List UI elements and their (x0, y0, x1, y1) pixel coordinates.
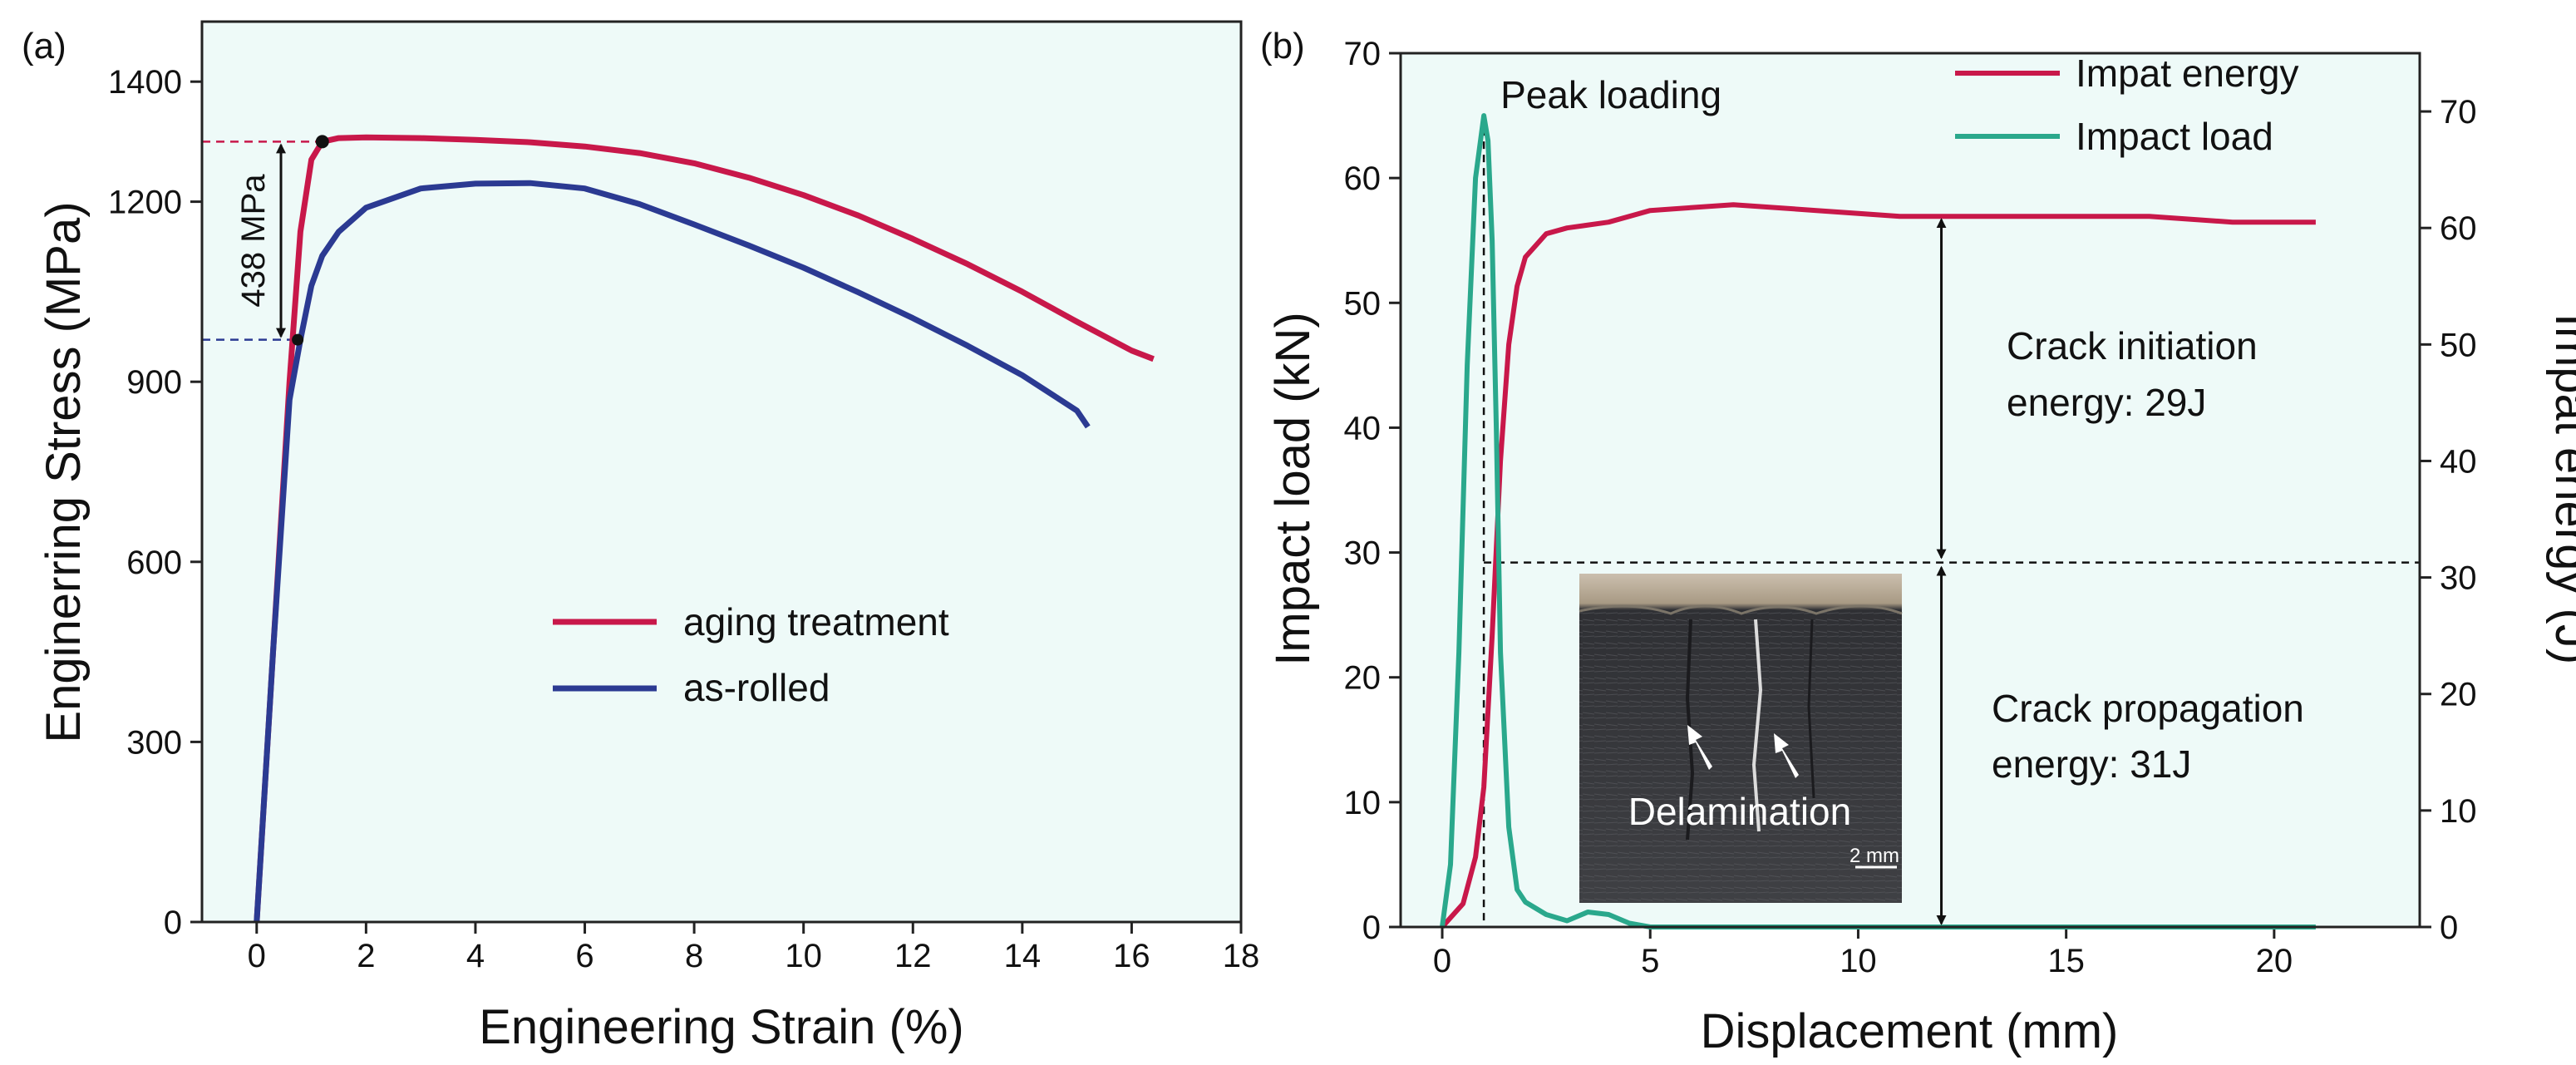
panel-a-x-tick-label: 0 (248, 938, 266, 974)
diff-label: 438 MPa (235, 174, 272, 308)
panel-b-ticks: 0 5 10 15 20 0 10 20 30 40 50 60 70 0 10 20 30 40 50 60 70 (1344, 36, 2477, 979)
panel-a-y-axis-title: Enginerring Stress (MPa) (37, 201, 91, 742)
panel-b-frame (1399, 52, 2421, 929)
aging-yield-marker (315, 135, 329, 149)
panel-a-annotations (276, 135, 329, 346)
panel-b-y-right-tick-label: 0 (2440, 910, 2458, 946)
panel-a-frame (200, 20, 1243, 924)
panel-b-y-tick-label: 50 (1344, 285, 1382, 322)
panel-b-x-tick-label: 20 (2256, 943, 2293, 979)
panel-b-y-axis-title: Impact load (kN) (1266, 312, 1320, 665)
panel-a-x-tick-label: 12 (894, 938, 932, 974)
inset-crack-2 (1751, 619, 1763, 832)
panel-b-x-tick-label: 5 (1641, 943, 1659, 979)
panel-b: (b) 0 5 10 15 20 0 10 20 30 40 50 60 70 0 10 20 30 40 50 60… (1260, 26, 2576, 1058)
panel-a-x-tick-label: 4 (466, 938, 485, 974)
panel-b-y-right-tick-label: 20 (2440, 677, 2477, 713)
panel-a-plot-area (202, 22, 1241, 922)
impact-load-line (1440, 113, 2316, 929)
panel-a-y-tick-label: 1200 (108, 185, 182, 221)
panel-b-y-right-tick-label: 10 (2440, 793, 2477, 830)
panel-b-y-tick-label: 30 (1344, 535, 1382, 572)
as-rolled-yield-marker (292, 333, 304, 346)
panel-b-y-axis-title-right: Impat energy (J) (2545, 313, 2576, 664)
inset-photo: Delamination 2 mm (1579, 574, 1903, 903)
panel-b-y-right-tick-label: 40 (2440, 443, 2477, 480)
legend-label-aging: aging treatment (683, 600, 949, 643)
panel-a-x-axis-title: Engineering Strain (%) (479, 1000, 964, 1054)
panel-b-y-tick-label: 10 (1344, 785, 1382, 821)
panel-b-label: (b) (1260, 26, 1305, 67)
legend-label-as-rolled: as-rolled (683, 666, 830, 709)
panel-b-y-right-tick-label: 50 (2440, 327, 2477, 363)
panel-a-y-tick-label: 900 (126, 364, 182, 401)
panel-a: (a) 0 2 4 6 8 10 12 14 16 18 0 300 600 900 1200 1400 43… (22, 20, 1259, 1054)
panel-a-x-tick-label: 14 (1004, 938, 1042, 974)
crack-propagation-line-1: Crack propagation (1992, 687, 2304, 730)
panel-a-x-tick-label: 6 (575, 938, 594, 974)
panel-b-y-tick-label: 60 (1344, 160, 1382, 197)
panel-b-plot-area (1401, 53, 2420, 927)
legend-label-impact-energy: Impat energy (2076, 52, 2298, 95)
panel-a-x-tick-label: 2 (357, 938, 375, 974)
panel-a-y-tick-label: 300 (126, 724, 182, 761)
inset-delamination-label: Delamination (1628, 790, 1851, 833)
panel-b-y-right-tick-label: 70 (2440, 94, 2477, 131)
crack-propagation-line-2: energy: 31J (1992, 742, 2191, 786)
panel-b-legend: Impat energy Impact load (1955, 52, 2298, 158)
panel-b-y-tick-label: 70 (1344, 36, 1382, 72)
aging-treatment-line (254, 134, 1155, 923)
crack-initiation-line-1: Crack initiation (2007, 324, 2258, 367)
crack-initiation-line-2: energy: 29J (2007, 381, 2206, 424)
panel-b-y-tick-label: 0 (1362, 910, 1381, 946)
panel-b-x-tick-label: 0 (1433, 943, 1451, 979)
panel-b-y-tick-label: 20 (1344, 660, 1382, 697)
panel-a-x-tick-label: 8 (685, 938, 703, 974)
panel-a-x-tick-label: 16 (1113, 938, 1150, 974)
panel-a-x-tick-label: 10 (785, 938, 822, 974)
panel-a-ticks: 0 2 4 6 8 10 12 14 16 18 0 300 600 900 1200 1400 (108, 64, 1259, 974)
inset-crack-3 (1807, 619, 1815, 799)
peak-loading-label: Peak loading (1500, 73, 1721, 116)
inset-photo-texture (1579, 611, 1902, 903)
panel-b-x-tick-label: 15 (2047, 943, 2085, 979)
panel-b-x-axis-title: Displacement (mm) (1701, 1004, 2119, 1058)
panel-a-label: (a) (22, 26, 66, 67)
panel-a-annotation-lines (202, 141, 323, 341)
delamination-arrow-1 (1687, 725, 1712, 770)
panel-a-x-tick-label: 18 (1223, 938, 1260, 974)
panel-a-y-tick-label: 600 (126, 545, 182, 581)
inset-fracture-edge (1579, 604, 1903, 615)
legend-label-impact-load: Impact load (2076, 115, 2273, 158)
delamination-arrow-2 (1774, 733, 1799, 778)
inset-scale-label: 2 mm (1849, 845, 1899, 867)
as-rolled-line (254, 180, 1091, 923)
panel-b-y-right-tick-label: 60 (2440, 210, 2477, 247)
panel-a-y-tick-label: 1400 (108, 64, 182, 101)
panel-b-y-tick-label: 40 (1344, 410, 1382, 446)
panel-a-y-tick-label: 0 (164, 905, 182, 941)
panel-b-y-right-tick-label: 30 (2440, 560, 2477, 597)
impact-energy-line (1440, 202, 2316, 929)
panel-a-legend: aging treatment as-rolled (553, 600, 949, 709)
panel-b-x-tick-label: 10 (1840, 943, 1877, 979)
